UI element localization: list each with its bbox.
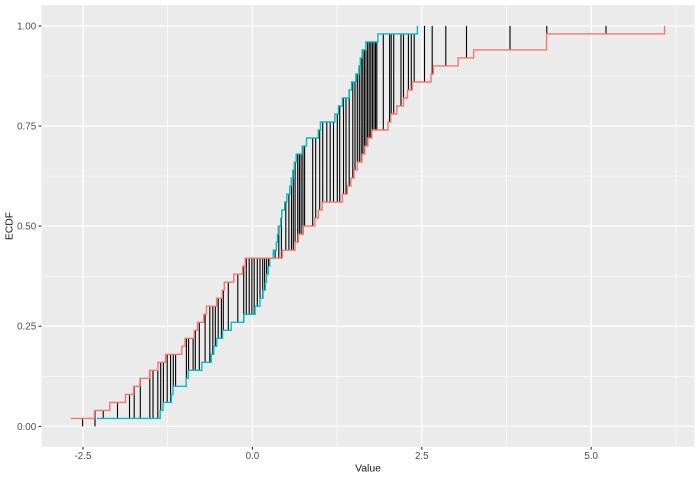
- svg-text:ECDF: ECDF: [4, 212, 15, 240]
- svg-text:0.50: 0.50: [17, 222, 37, 233]
- svg-text:0.25: 0.25: [17, 322, 37, 333]
- svg-text:1.00: 1.00: [17, 21, 37, 32]
- svg-text:Value: Value: [355, 464, 381, 475]
- svg-text:2.5: 2.5: [415, 451, 429, 462]
- svg-text:-2.5: -2.5: [75, 451, 92, 462]
- svg-text:5.0: 5.0: [584, 451, 598, 462]
- svg-text:0.0: 0.0: [246, 451, 260, 462]
- svg-text:0.00: 0.00: [17, 422, 37, 433]
- svg-text:0.75: 0.75: [17, 121, 37, 132]
